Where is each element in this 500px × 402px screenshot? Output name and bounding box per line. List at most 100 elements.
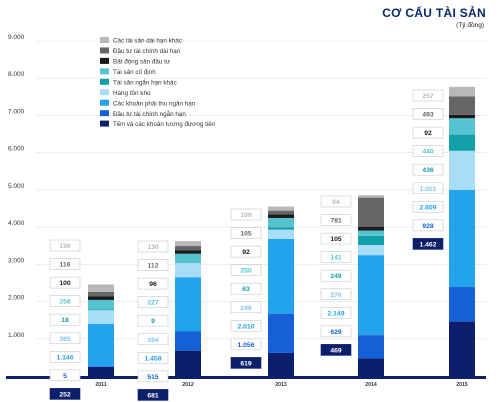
data-label: 394 [147,337,159,344]
data-label-box [320,344,352,356]
data-label: 18 [61,317,69,324]
data-label-box [412,182,444,195]
data-label: 227 [147,300,159,307]
data-label: 2.010 [237,323,254,330]
bar-segment [358,226,384,231]
data-label: 928 [422,223,434,230]
data-label-box [320,325,352,338]
data-label-box [412,238,444,250]
legend-swatch [100,57,109,64]
legend-swatch [100,120,109,127]
bar-segment [449,321,475,376]
legend-swatch [100,47,109,54]
bar-segment [88,323,114,367]
bar-segment [88,291,114,297]
data-label: 469 [330,347,342,354]
data-label-box [230,264,262,276]
bar-segment [268,217,294,228]
data-label: 681 [147,392,159,399]
bar-segment [449,114,475,119]
bar-segment [358,255,384,336]
bar-segment [449,96,475,115]
bar-segment [88,310,114,324]
data-label-box [412,219,444,232]
data-label: 109 [240,212,252,219]
legend-label: Các khoản phải thu ngắn hạn [113,98,196,107]
legend-swatch [100,99,109,106]
data-label-box [49,350,81,363]
data-label-box [230,282,262,295]
bar-segment [175,246,201,251]
bar-segment [449,287,475,322]
legend-label: Đầu tư tài chính ngắn hạn [113,109,186,118]
legend-swatch [100,78,109,85]
legend-label: Tài sản cố định [113,67,156,76]
data-label: 257 [422,93,434,100]
bar-segment [175,277,201,332]
y-tick-label: 1.000 [8,332,25,339]
data-label-box [230,208,262,221]
bar-segment [268,352,294,376]
data-label: 515 [147,374,159,381]
bar-segment [268,227,294,230]
data-label: 440 [422,149,434,156]
y-tick-label: 3.000 [8,257,25,264]
data-label: 2.609 [419,204,436,211]
bar-segment [175,262,201,278]
bar-segment [88,296,114,300]
bar-segment [268,214,294,218]
y-tick-label: 6.000 [8,146,25,153]
bar-segment [268,313,294,353]
chart-title: CƠ CẤU TÀI SẢN [382,6,486,20]
data-label: 619 [240,360,252,367]
bar-segment [175,331,201,351]
bar-segment [358,245,384,256]
data-label: 92 [424,130,432,137]
x-tick-label: 2012 [182,382,194,388]
data-label: 116 [60,262,71,269]
data-label-box [137,277,169,290]
data-label: 100 [59,280,71,287]
data-label-box [230,338,262,351]
data-label: 199 [59,243,71,250]
data-label: 252 [59,391,71,398]
data-label-box [49,388,81,400]
data-label-box [137,259,169,271]
data-label-box [137,296,169,308]
y-tick-label: 8.000 [8,71,25,78]
bar-segment [88,299,114,310]
x-tick-label: 2015 [456,382,468,388]
data-label-box [320,306,352,319]
y-tick-label: 7.000 [8,108,25,115]
y-tick-label: 9.000 [8,34,25,41]
data-label-box [49,313,81,326]
y-tick-label: 5.000 [8,183,25,190]
data-label: 105 [240,231,252,238]
data-label-box [49,258,81,270]
data-label: 1.458 [144,355,161,362]
data-label-box [320,195,352,208]
data-label-box [230,301,262,314]
bar-segment [358,235,384,246]
bar-segment [268,238,294,314]
data-label: 1.051 [419,186,436,193]
data-label: 249 [330,273,342,280]
bar-segment [358,230,384,236]
legend-label: Hàng tồn kho [113,88,151,97]
data-label-box [137,333,169,346]
data-label: 105 [330,236,342,243]
bar-segment [268,229,294,239]
data-label: 248 [240,305,252,312]
data-label: 629 [330,329,342,336]
data-label-box [49,332,81,345]
x-tick-label: 2011 [95,382,106,388]
data-label-box [412,126,444,139]
legend-label: Đầu tư tài chính dài hạn [113,46,181,55]
data-label-box [230,227,262,239]
bar-segment [268,210,294,215]
data-label-box [49,369,81,382]
x-axis-baseline [6,376,486,379]
bar-segment [88,284,114,292]
data-label: 112 [148,263,159,270]
